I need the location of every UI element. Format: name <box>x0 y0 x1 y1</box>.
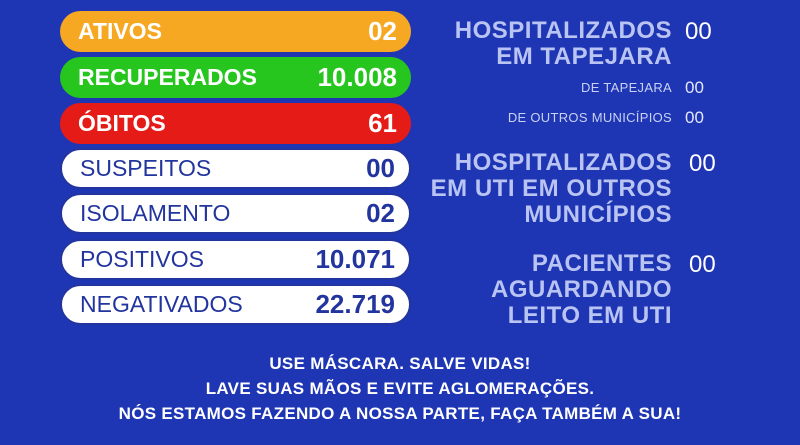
aguardando-line3: LEITO EM UTI <box>507 302 672 329</box>
stat-value: 02 <box>366 198 395 228</box>
de-tapejara-label: DE TAPEJARA <box>581 80 672 95</box>
stat-label: SUSPEITOS <box>80 155 212 181</box>
hospitalizados-line1: HOSPITALIZADOS <box>454 17 672 44</box>
hospitalizados-line2: EM TAPEJARA <box>496 43 672 70</box>
stat-value: 00 <box>366 153 395 183</box>
message-line-1: USE MÁSCARA. SALVE VIDAS! <box>269 354 531 373</box>
stat-suspeitos: SUSPEITOS 00 <box>60 148 411 189</box>
hospitalizados-value: 00 <box>685 18 712 45</box>
stat-label: ISOLAMENTO <box>80 200 231 226</box>
stat-isolamento: ISOLAMENTO 02 <box>60 193 411 234</box>
stat-label: NEGATIVADOS <box>80 291 243 317</box>
stat-ativos: ATIVOS 02 <box>60 11 411 52</box>
stat-label: ÓBITOS <box>78 110 166 136</box>
stat-label: RECUPERADOS <box>78 64 257 90</box>
stat-value: 22.719 <box>315 289 395 319</box>
uti-value: 00 <box>689 150 716 177</box>
stat-positivos: POSITIVOS 10.071 <box>60 239 411 280</box>
aguardando-line2: AGUARDANDO <box>491 276 672 303</box>
uti-label: HOSPITALIZADOS EM UTI EM OUTROS MUNICÍPI… <box>431 150 672 228</box>
stat-value: 10.071 <box>315 244 395 274</box>
aguardando-line1: PACIENTES <box>531 250 672 277</box>
aguardando-value: 00 <box>689 251 716 278</box>
stat-value: 02 <box>368 16 397 46</box>
stat-label: ATIVOS <box>78 18 162 44</box>
aguardando-label: PACIENTES AGUARDANDO LEITO EM UTI <box>491 251 672 329</box>
outros-municipios-value: 00 <box>685 108 704 127</box>
stat-recuperados: RECUPERADOS 10.008 <box>60 57 411 98</box>
uti-line2: EM UTI EM OUTROS <box>430 175 672 202</box>
hospitalizados-label: HOSPITALIZADOS EM TAPEJARA <box>455 18 672 70</box>
stat-obitos: ÓBITOS 61 <box>60 103 411 144</box>
outros-municipios-label: DE OUTROS MUNICÍPIOS <box>507 110 672 125</box>
message-line-3: NÓS ESTAMOS FAZENDO A NOSSA PARTE, FAÇA … <box>118 404 682 423</box>
stat-value: 61 <box>368 108 397 138</box>
uti-line3: MUNICÍPIOS <box>524 201 672 228</box>
stat-label: POSITIVOS <box>80 246 204 272</box>
message-line-2: LAVE SUAS MÃOS E EVITE AGLOMERAÇÕES. <box>205 379 595 398</box>
de-tapejara-value: 00 <box>685 78 704 97</box>
stat-value: 10.008 <box>317 62 397 92</box>
uti-line1: HOSPITALIZADOS <box>454 149 672 176</box>
stat-negativados: NEGATIVADOS 22.719 <box>60 284 411 325</box>
